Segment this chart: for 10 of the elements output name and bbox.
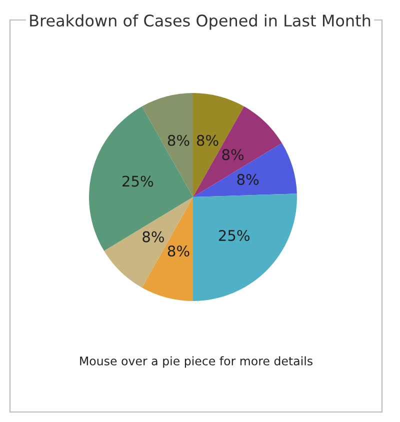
data-label: 8% bbox=[142, 231, 164, 242]
chart-title: Breakdown of Cases Opened in Last Month bbox=[30, 14, 370, 30]
data-label: 8% bbox=[237, 174, 259, 185]
text: Mouse over a pie piece for more details bbox=[80, 356, 312, 368]
data-label: 8% bbox=[222, 149, 244, 160]
data-label: 8% bbox=[168, 246, 190, 257]
data-label: 25% bbox=[218, 230, 250, 242]
data-label: 8% bbox=[196, 134, 218, 146]
data-label: 25% bbox=[122, 176, 154, 187]
data-label: 8% bbox=[168, 134, 190, 146]
